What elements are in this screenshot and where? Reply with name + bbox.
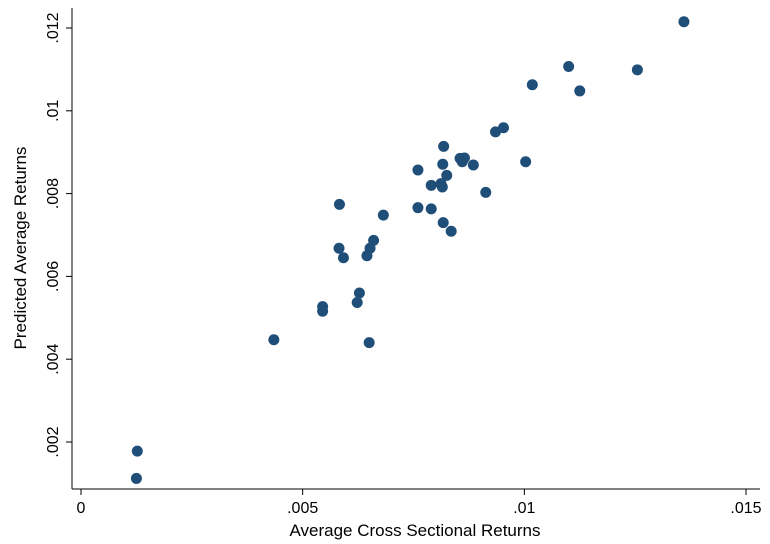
data-point [351, 296, 363, 308]
data-point [363, 337, 375, 349]
y-tick-label: .004 [45, 344, 62, 375]
data-point [377, 209, 389, 221]
data-point [437, 217, 449, 229]
y-tick-label: .002 [45, 426, 62, 457]
data-point [337, 252, 349, 264]
data-point [268, 334, 280, 346]
data-point [412, 202, 424, 214]
data-point [574, 85, 586, 97]
data-point [438, 140, 450, 152]
data-point [333, 198, 345, 210]
data-point [631, 64, 643, 76]
y-tick-label: .008 [45, 178, 62, 209]
data-point [353, 287, 365, 299]
plot-frame [71, 8, 760, 490]
x-tick-label: .015 [730, 500, 761, 517]
data-point [678, 16, 690, 28]
x-axis-ticks: 0 .005 .01 .015 [77, 489, 762, 517]
y-axis-title: Predicted Average Returns [11, 147, 30, 350]
x-tick-label: .01 [513, 500, 535, 517]
x-axis-title: Average Cross Sectional Returns [289, 521, 540, 540]
data-point [497, 122, 509, 134]
data-point [317, 301, 329, 313]
data-point [526, 79, 538, 91]
y-tick-label: .006 [45, 261, 62, 292]
data-point [445, 225, 457, 237]
data-point [563, 61, 575, 73]
data-point [412, 164, 424, 176]
data-point [425, 203, 437, 215]
data-point [467, 159, 479, 171]
y-axis-ticks: .002 .004 .006 .008 .01 .012 [45, 12, 72, 458]
data-point [333, 242, 345, 254]
data-point [520, 156, 532, 168]
data-point [441, 169, 453, 181]
data-point [368, 234, 380, 246]
data-point [437, 158, 449, 170]
data-point [131, 445, 143, 457]
data-point [130, 472, 142, 484]
x-tick-label: .005 [287, 500, 318, 517]
x-tick-label: 0 [77, 500, 86, 517]
data-point [480, 186, 492, 198]
data-points [130, 16, 690, 484]
data-point [425, 179, 437, 191]
y-tick-label: .012 [45, 12, 62, 43]
y-tick-label: .01 [45, 100, 62, 122]
data-point [436, 181, 448, 193]
data-point [458, 152, 470, 164]
